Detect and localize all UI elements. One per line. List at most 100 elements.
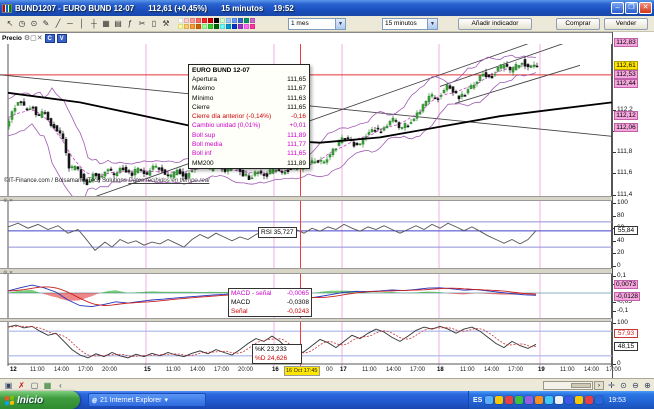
palette-color-swatch[interactable] — [244, 24, 249, 29]
print-icon[interactable]: ▣ — [4, 381, 13, 390]
horizontal-line-tool[interactable]: ─ — [67, 19, 73, 28]
panel-separator[interactable]: ⚙ ✕ — [0, 268, 654, 276]
cross-tool[interactable]: ┼ — [91, 19, 97, 28]
data-window-row: Mínimo 111,63 — [192, 94, 306, 102]
scrollbar-thumb[interactable] — [571, 383, 591, 388]
palette-color-swatch[interactable] — [232, 24, 237, 29]
back-icon[interactable]: ‹ — [59, 381, 62, 390]
palette-color-swatch[interactable] — [190, 24, 195, 29]
hammer-tool[interactable]: ⚒ — [162, 19, 170, 28]
palette-color-swatch[interactable] — [208, 18, 213, 23]
palette-color-swatch[interactable] — [250, 24, 255, 29]
zoom-area-icon[interactable]: ⊙ — [620, 381, 627, 390]
minimize-icon[interactable]: – — [611, 2, 624, 14]
alarm-tool[interactable]: ◷ — [18, 19, 26, 28]
taskbar-item-label: 21 Internet Explorer — [100, 396, 162, 404]
data-window-row: Máximo 111,67 — [192, 85, 306, 93]
scroll-right-icon[interactable]: › — [594, 381, 604, 390]
palette-color-swatch[interactable] — [196, 18, 201, 23]
trash-tool[interactable]: ▯ — [151, 19, 157, 28]
palette-color-swatch[interactable] — [244, 18, 249, 23]
palette-color-swatch[interactable] — [226, 18, 231, 23]
vertical-line-tool[interactable]: │ — [79, 19, 85, 28]
palette-color-swatch[interactable] — [220, 18, 225, 23]
palette-color-swatch[interactable] — [238, 18, 243, 23]
add-indicator-button[interactable]: Añadir indicador — [458, 18, 532, 30]
page-icon[interactable]: ▢ — [30, 34, 37, 42]
stochastic-chart[interactable] — [0, 322, 612, 366]
panel-separator[interactable]: ⚙ ✕ — [0, 196, 654, 204]
fibonacci-tool[interactable]: ƒ — [127, 19, 133, 28]
time-axis-label: 17 — [340, 367, 347, 373]
tray-icon[interactable] — [545, 396, 554, 404]
tray-icon[interactable] — [515, 396, 524, 404]
trendline-tool[interactable]: ╱ — [55, 19, 61, 28]
title-price: 112,61 (+0,45%) — [148, 3, 208, 13]
quick-buy-button[interactable]: C — [44, 33, 55, 43]
palette-color-swatch[interactable] — [184, 18, 189, 23]
pencil-tool[interactable]: ✎ — [42, 19, 50, 28]
buy-button[interactable]: Comprar — [556, 18, 600, 30]
settings-icon[interactable]: ⚙ — [23, 34, 31, 42]
tray-icon[interactable] — [505, 396, 514, 404]
delete-icon[interactable]: ✗ — [18, 381, 25, 390]
quick-sell-button[interactable]: V — [56, 33, 67, 43]
zoom-out-icon[interactable]: ⊖ — [632, 381, 639, 390]
tray-icon[interactable] — [595, 396, 604, 404]
palette-color-swatch[interactable] — [250, 18, 255, 23]
tray-icon[interactable] — [565, 396, 574, 404]
price-level-box: 112,06 — [614, 122, 638, 132]
palette-color-swatch[interactable] — [202, 18, 207, 23]
close-icon[interactable]: ✕ — [639, 2, 652, 14]
palette-color-swatch[interactable] — [202, 24, 207, 29]
interval-select[interactable]: 15 minutos ▼ — [382, 18, 438, 30]
text-note-tool[interactable]: ▤ — [114, 19, 122, 28]
tray-icon[interactable] — [585, 396, 594, 404]
period-select[interactable]: 1 mes ▼ — [288, 18, 346, 30]
tray-icon[interactable] — [485, 396, 494, 404]
palette-color-swatch[interactable] — [220, 24, 225, 29]
sell-button[interactable]: Vender — [604, 18, 648, 30]
rsi-chart[interactable] — [0, 201, 612, 268]
palette-color-swatch[interactable] — [178, 18, 183, 23]
tray-icon[interactable] — [535, 396, 544, 404]
grid-icon[interactable]: ▦ — [43, 381, 52, 390]
pointer-tool[interactable]: ↖ — [6, 19, 14, 28]
tray-icon[interactable] — [495, 396, 504, 404]
palette-color-swatch[interactable] — [226, 24, 231, 29]
rsi-axis-tick: 80 — [612, 211, 625, 219]
time-axis-label: 17:00 — [508, 367, 524, 373]
tray-icon[interactable] — [555, 396, 564, 404]
palette-color-swatch[interactable] — [208, 24, 213, 29]
tray-icon[interactable] — [575, 396, 584, 404]
panel-separator[interactable] — [0, 318, 654, 322]
page-icon[interactable]: ▢ — [30, 381, 39, 390]
chart-window-tool[interactable]: ▦ — [102, 19, 110, 28]
start-button[interactable]: Inicio — [0, 391, 80, 409]
taskbar-item-internet-explorer[interactable]: e 21 Internet Explorer ▾ — [88, 393, 206, 407]
zoom-in-icon[interactable]: ⊕ — [644, 381, 651, 390]
pan-icon[interactable]: ✛ — [608, 381, 615, 390]
palette-color-swatch[interactable] — [184, 24, 189, 29]
price-data-window[interactable]: EURO BUND 12-07 Apertura 111,65 Máximo 111,… — [188, 64, 310, 169]
chevron-down-icon: ▼ — [427, 19, 437, 29]
horizontal-scrollbar[interactable] — [543, 381, 593, 390]
bottom-toolbar: ▣ ✗ ▢ ▦ ‹ › ✛ ⊙ ⊖ ⊕ — [0, 378, 654, 391]
palette-color-swatch[interactable] — [232, 18, 237, 23]
macd-axis-tick: -0,1 — [612, 306, 629, 314]
scissors-tool[interactable]: ✂ — [138, 19, 146, 28]
language-indicator[interactable]: ES — [473, 396, 483, 404]
time-axis-label: 11:00 — [560, 367, 575, 373]
tray-icon[interactable] — [525, 396, 534, 404]
palette-color-swatch[interactable] — [178, 24, 183, 29]
palette-color-swatch[interactable] — [214, 24, 219, 29]
price-panel-title: Precio — [2, 34, 22, 42]
time-axis-label: 16 — [272, 367, 279, 373]
close-icon[interactable]: ✕ — [36, 34, 43, 42]
palette-color-swatch[interactable] — [190, 18, 195, 23]
palette-color-swatch[interactable] — [238, 24, 243, 29]
maximize-icon[interactable]: ❐ — [625, 2, 638, 14]
palette-color-swatch[interactable] — [196, 24, 201, 29]
magnifier-tool[interactable]: ⊙ — [30, 19, 38, 28]
palette-color-swatch[interactable] — [214, 18, 219, 23]
